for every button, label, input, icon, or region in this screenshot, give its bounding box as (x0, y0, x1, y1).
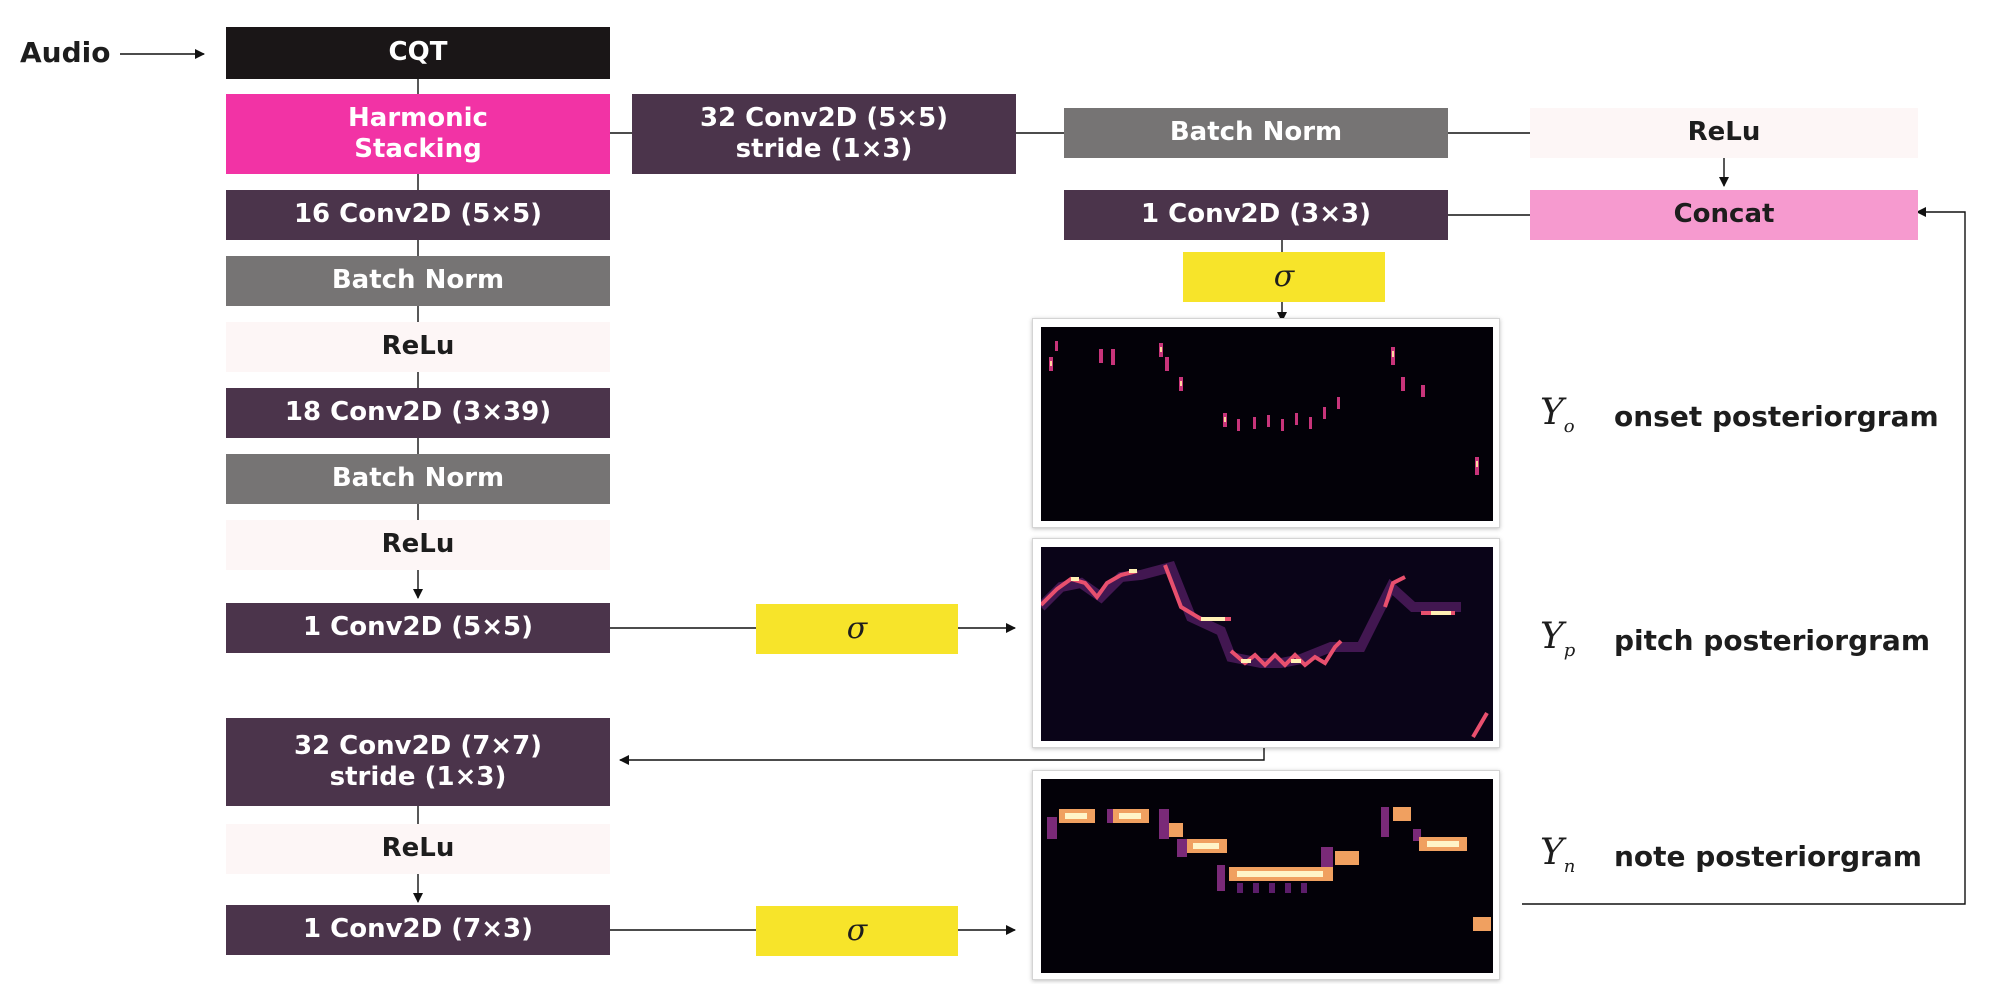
onset-heatmap (1041, 327, 1493, 521)
sigmoid-block-note: σ (756, 906, 958, 956)
batch-norm-block-1: Batch Norm (226, 256, 610, 306)
batch-norm-block-top: Batch Norm (1064, 108, 1448, 158)
conv2d-16-label: 16 Conv2D (5×5) (293, 199, 543, 230)
note-posteriorgram-label: note posteriorgram (1614, 840, 1922, 873)
cqt-block: CQT (226, 27, 610, 79)
harmonic-stacking-label: Harmonic Stacking (348, 102, 488, 164)
relu-label-top: ReLu (1687, 117, 1761, 148)
relu-label-1: ReLu (381, 331, 455, 362)
conv2d-32-7x7-block: 32 Conv2D (7×7) stride (1×3) (226, 718, 610, 806)
onset-symbol: Yo (1540, 392, 1575, 437)
onset-symbol-subscript: o (1563, 416, 1575, 438)
sigmoid-symbol-pitch: σ (846, 611, 868, 646)
conv2d-1-pitch-label: 1 Conv2D (5×5) (302, 612, 533, 643)
sigmoid-block-pitch: σ (756, 604, 958, 654)
relu-block-2: ReLu (226, 520, 610, 570)
batch-norm-block-2: Batch Norm (226, 454, 610, 504)
concat-label: Concat (1673, 199, 1775, 230)
harmonic-stacking-block: Harmonic Stacking (226, 94, 610, 174)
conv2d-1-note-label: 1 Conv2D (7×3) (302, 914, 533, 945)
conv2d-32-5x5-block: 32 Conv2D (5×5) stride (1×3) (632, 94, 1016, 174)
concat-block: Concat (1530, 190, 1918, 240)
onset-posteriorgram-image (1032, 318, 1500, 528)
relu-block-top: ReLu (1530, 108, 1918, 158)
conv2d-1-pitch-block: 1 Conv2D (5×5) (226, 603, 610, 653)
conv2d-18-block: 18 Conv2D (3×39) (226, 388, 610, 438)
batch-norm-label-1: Batch Norm (331, 265, 505, 296)
sigmoid-symbol-note: σ (846, 913, 868, 948)
relu-block-3: ReLu (226, 824, 610, 874)
audio-input-label: Audio (20, 36, 111, 69)
pitch-symbol-base: Y (1540, 616, 1564, 657)
conv2d-32-5x5-label: 32 Conv2D (5×5) stride (1×3) (699, 102, 949, 164)
cqt-label: CQT (388, 37, 448, 68)
sigmoid-symbol-onset: σ (1273, 259, 1295, 294)
batch-norm-label-top: Batch Norm (1169, 117, 1343, 148)
pitch-posteriorgram-label: pitch posteriorgram (1614, 624, 1930, 657)
sigmoid-block-onset: σ (1183, 252, 1385, 302)
arrow-note-to-concat (1522, 207, 1966, 905)
batch-norm-label-2: Batch Norm (331, 463, 505, 494)
note-posteriorgram-image (1032, 770, 1500, 980)
pitch-heatmap (1041, 547, 1493, 741)
relu-label-3: ReLu (381, 833, 455, 864)
relu-block-1: ReLu (226, 322, 610, 372)
pitch-symbol-subscript: p (1563, 640, 1576, 662)
onset-symbol-base: Y (1540, 392, 1564, 433)
pitch-posteriorgram-image (1032, 538, 1500, 748)
conv2d-18-label: 18 Conv2D (3×39) (284, 397, 552, 428)
conv2d-16-block: 16 Conv2D (5×5) (226, 190, 610, 240)
conv2d-32-7x7-label: 32 Conv2D (7×7) stride (1×3) (293, 730, 543, 792)
note-heatmap (1041, 779, 1493, 973)
relu-label-2: ReLu (381, 529, 455, 560)
conv2d-1-note-block: 1 Conv2D (7×3) (226, 905, 610, 955)
note-symbol-subscript: n (1563, 856, 1576, 878)
arrow-pitch-to-conv32 (619, 746, 1265, 765)
conv2d-1-onset-label: 1 Conv2D (3×3) (1140, 199, 1371, 230)
pitch-symbol: Yp (1540, 616, 1575, 661)
note-symbol-base: Y (1540, 832, 1564, 873)
note-symbol: Yn (1540, 832, 1575, 877)
conv2d-1-onset-block: 1 Conv2D (3×3) (1064, 190, 1448, 240)
onset-posteriorgram-label: onset posteriorgram (1614, 400, 1939, 433)
